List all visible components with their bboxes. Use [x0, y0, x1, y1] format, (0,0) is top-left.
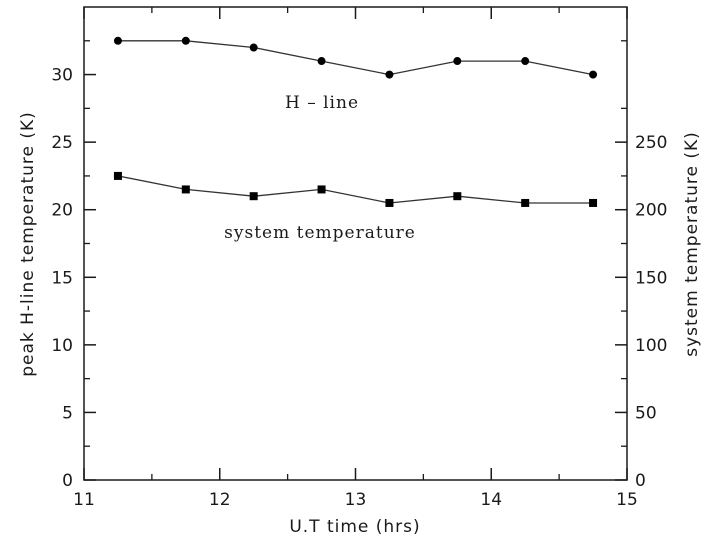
series-layer — [113, 36, 598, 207]
y-right-tick-label: 50 — [635, 403, 657, 423]
square-marker — [589, 198, 598, 207]
square-marker — [113, 171, 122, 180]
square-marker — [249, 192, 258, 201]
circle-marker — [181, 36, 190, 45]
y-right-tick-label: 200 — [635, 201, 667, 221]
circle-marker — [453, 57, 462, 66]
y-left-tick-label: 15 — [51, 268, 73, 288]
h-line-annotation: H – line — [285, 93, 359, 113]
square-marker — [453, 192, 462, 201]
x-tick-label: 15 — [616, 490, 638, 510]
square-marker — [385, 198, 394, 207]
y-axis-left-title: peak H-line temperature (K) — [18, 111, 38, 377]
series-line-0 — [117, 40, 594, 76]
y-left-tick-label: 20 — [51, 201, 73, 221]
square-marker — [181, 185, 190, 194]
y-left-tick-label: 0 — [62, 471, 73, 491]
y-axis-right-title: system temperature (K) — [682, 131, 702, 357]
y-right-tick-label: 0 — [635, 471, 646, 491]
y-left-tick-label: 30 — [51, 66, 73, 86]
y-right-tick-label: 150 — [635, 268, 667, 288]
square-marker — [317, 185, 326, 194]
circle-marker — [249, 43, 258, 52]
circle-marker — [385, 70, 394, 79]
y-left-tick-label: 5 — [62, 403, 73, 423]
circle-marker — [113, 36, 122, 45]
plot-frame — [83, 6, 628, 481]
system-temperature-annotation: system temperature — [224, 223, 416, 243]
x-tick-label: 11 — [73, 490, 95, 510]
y-right-tick-label: 100 — [635, 336, 667, 356]
y-left-tick-label: 10 — [51, 336, 73, 356]
circle-marker — [317, 57, 326, 66]
circle-marker — [589, 70, 598, 79]
y-right-tick-label: 250 — [635, 133, 667, 153]
circle-marker — [521, 57, 530, 66]
x-axis-title: U.T time (hrs) — [289, 517, 420, 537]
y-left-tick-label: 25 — [51, 133, 73, 153]
x-tick-label: 13 — [345, 490, 367, 510]
square-marker — [521, 198, 530, 207]
x-tick-label: 12 — [209, 490, 231, 510]
series-line-1 — [117, 175, 594, 204]
x-tick-label: 14 — [480, 490, 502, 510]
